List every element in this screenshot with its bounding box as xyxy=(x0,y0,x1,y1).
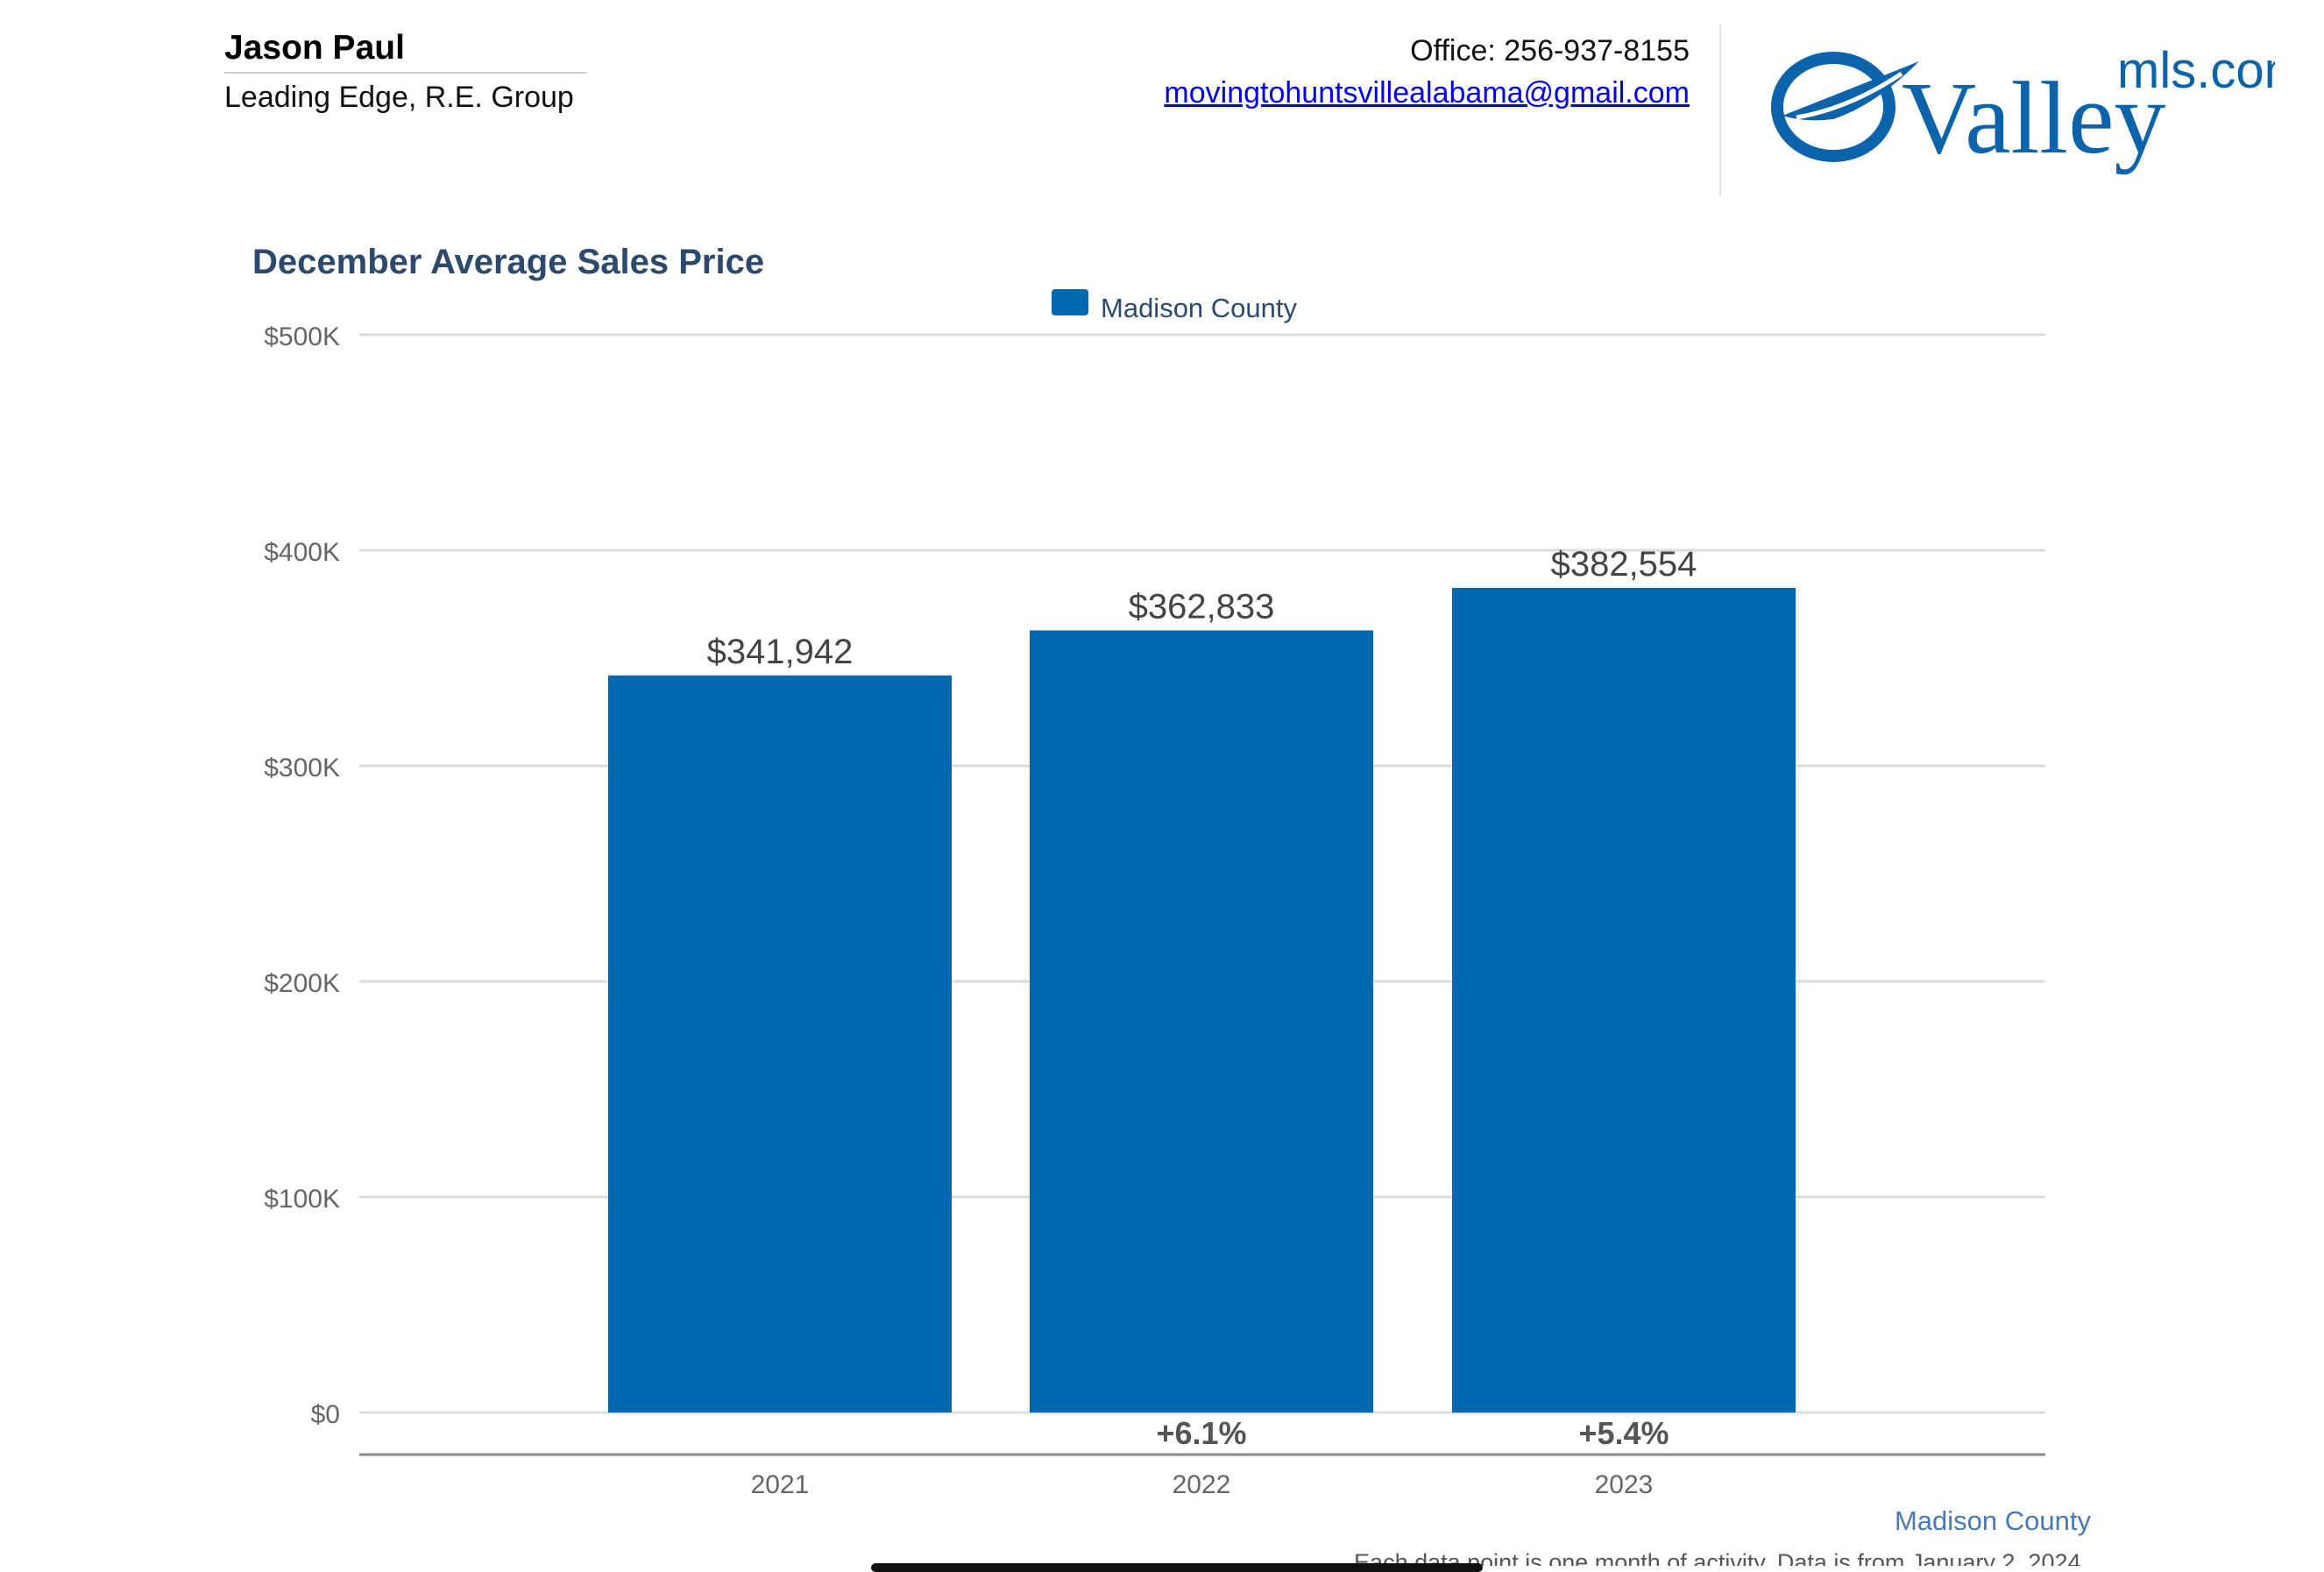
email-link[interactable]: movingtohuntsvillealabama@gmail.com xyxy=(1164,76,1690,110)
change-label: +5.4% xyxy=(1578,1415,1669,1451)
legend-label: Madison County xyxy=(1101,293,1298,323)
bars xyxy=(608,587,1796,1413)
change-label: +6.1% xyxy=(1156,1415,1246,1451)
y-tick-label: $0 xyxy=(311,1400,340,1429)
logo-word: Valley xyxy=(1902,60,2165,175)
x-tick-label: 2023 xyxy=(1595,1470,1654,1499)
header-divider xyxy=(1719,25,1721,196)
change-labels: +6.1% +5.4% xyxy=(1156,1415,1669,1451)
y-tick-label: $200K xyxy=(264,969,340,998)
y-axis-ticks: $0 $100K $200K $300K $400K $500K xyxy=(264,322,340,1429)
y-tick-label: $400K xyxy=(264,538,340,567)
chart-title: December Average Sales Price xyxy=(252,243,764,281)
legend: Madison County xyxy=(1052,289,1298,323)
footer-region-label: Madison County xyxy=(1895,1505,2092,1536)
y-tick-label: $300K xyxy=(264,754,340,782)
y-tick-label: $100K xyxy=(264,1185,340,1214)
contact-block: Office: 256-937-8155 movingtohuntsvillea… xyxy=(1164,30,1690,114)
x-tick-label: 2021 xyxy=(751,1470,810,1499)
bar-labels: $341,942 $362,833 $382,554 xyxy=(707,545,1697,671)
valleymls-logo: Valley mls.com xyxy=(1771,42,2275,175)
office-phone: Office: 256-937-8155 xyxy=(1410,34,1690,67)
bar-value-label: $382,554 xyxy=(1551,545,1697,584)
agent-company: Leading Edge, R.E. Group xyxy=(224,81,574,114)
home-indicator xyxy=(871,1563,1483,1572)
bar-value-label: $362,833 xyxy=(1129,587,1275,626)
x-axis-ticks: 2021 2022 2023 xyxy=(751,1470,1654,1499)
bar xyxy=(608,675,952,1413)
bar-value-label: $341,942 xyxy=(707,633,854,671)
legend-swatch xyxy=(1052,289,1088,315)
logo-suffix: mls.com xyxy=(2117,42,2275,99)
bar xyxy=(1030,630,1373,1413)
agent-name: Jason Paul xyxy=(224,26,587,74)
agent-block: Jason Paul Leading Edge, R.E. Group xyxy=(224,26,587,115)
y-tick-label: $500K xyxy=(264,322,340,351)
footnote: Each data point is one month of activity… xyxy=(1354,1549,2087,1566)
x-tick-label: 2022 xyxy=(1173,1470,1231,1499)
bar xyxy=(1452,587,1796,1413)
